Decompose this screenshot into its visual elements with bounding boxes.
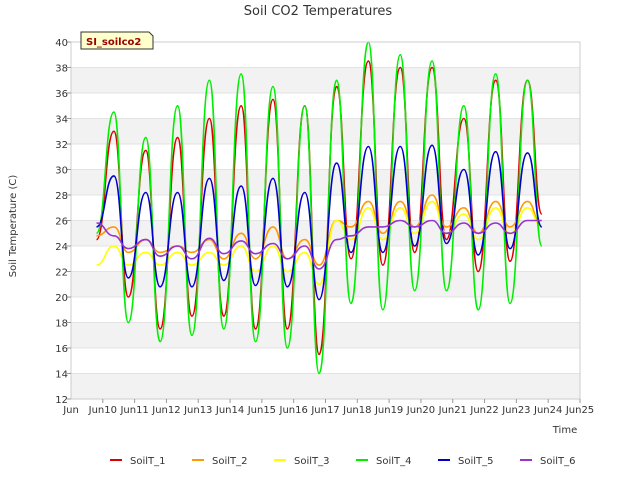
x-tick-label: Jun22: [469, 405, 498, 416]
plot-band: [71, 220, 580, 246]
y-tick-label: 12: [55, 395, 68, 406]
plot-band: [71, 67, 580, 93]
plot-band: [71, 118, 580, 144]
series-line-soilt_4: [95, 41, 543, 375]
x-axis-ticks: Jun Jun10 Jun11 Jun12 Jun13 Jun14 Jun15 Jun16 Ju…: [62, 399, 594, 416]
x-tick-label: Jun15: [247, 405, 276, 416]
x-axis-title: Time: [552, 425, 577, 436]
x-tick-label: Jun19: [374, 405, 403, 416]
plot-band: [71, 373, 580, 399]
site-tag-label: SI_soilco2: [86, 37, 141, 48]
y-tick-label: 24: [55, 242, 68, 253]
legend-label-soilt_6: SoilT_6: [540, 456, 576, 467]
x-tick-label: Jun: [62, 405, 79, 416]
site-tag-box: [80, 31, 154, 50]
y-tick-label: 28: [55, 191, 68, 202]
legend-label-soilt_1: SoilT_1: [130, 456, 166, 467]
series-line-soilt_5: [96, 144, 543, 301]
legend-label-soilt_5: SoilT_5: [458, 456, 494, 467]
x-tick-label: Jun23: [501, 405, 530, 416]
y-tick-label: 26: [55, 217, 68, 228]
x-tick-label: Jun11: [119, 405, 148, 416]
series-line-soilt_3: [96, 200, 543, 286]
y-tick-label: 36: [55, 89, 68, 100]
x-tick-label: Jun20: [406, 405, 435, 416]
x-tick-label: Jun10: [88, 405, 117, 416]
chart-title: Soil CO2 Temperatures: [244, 4, 393, 19]
y-axis-ticks: 12 14 16 18 20 22 24 26 28 30 32 34 36 38 40: [55, 38, 71, 406]
x-tick-label: Jun25: [565, 405, 594, 416]
legend: SoilT_1 SoilT_2 SoilT_3 SoilT_4 SoilT_5 SoilT…: [110, 456, 576, 467]
y-tick-label: 34: [55, 115, 68, 126]
y-tick-label: 16: [55, 344, 68, 355]
y-tick-label: 20: [55, 293, 68, 304]
x-tick-label: Jun18: [342, 405, 371, 416]
x-tick-label: Jun17: [310, 405, 339, 416]
legend-label-soilt_3: SoilT_3: [294, 456, 330, 467]
x-tick-label: Jun24: [533, 405, 562, 416]
site-tag: SI_soilco2: [80, 31, 154, 50]
y-tick-label: 14: [55, 370, 68, 381]
y-tick-label: 40: [55, 38, 68, 49]
y-tick-label: 38: [55, 64, 68, 75]
series-line-soilt_1: [95, 60, 543, 356]
y-tick-label: 18: [55, 319, 68, 330]
y-axis-title: Soil Temperature (C): [8, 175, 19, 278]
x-tick-label: Jun21: [438, 405, 467, 416]
series-line-soilt_6: [96, 219, 542, 270]
x-tick-label: Jun13: [183, 405, 212, 416]
x-tick-label: Jun14: [215, 405, 244, 416]
y-tick-label: 22: [55, 268, 68, 279]
legend-label-soilt_2: SoilT_2: [212, 456, 248, 467]
y-tick-label: 32: [55, 140, 68, 151]
x-tick-label: Jun16: [279, 405, 308, 416]
y-tick-label: 30: [55, 166, 68, 177]
plot-band: [71, 322, 580, 348]
legend-label-soilt_4: SoilT_4: [376, 456, 412, 467]
series-lines: [95, 41, 543, 375]
x-tick-label: Jun12: [151, 405, 180, 416]
plot-band: [71, 169, 580, 195]
